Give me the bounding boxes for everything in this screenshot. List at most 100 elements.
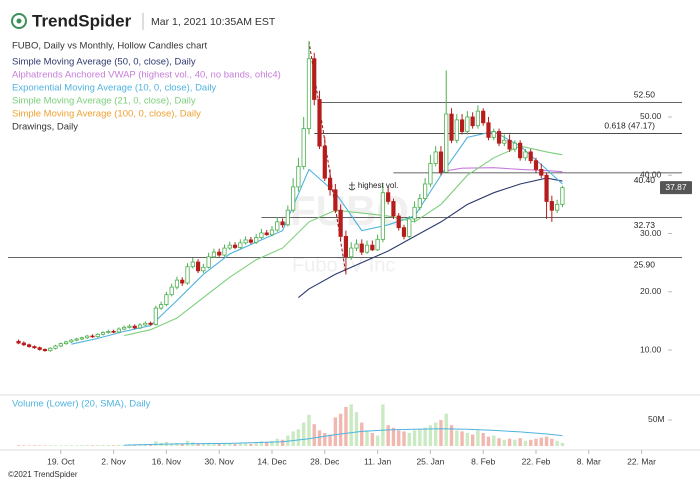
candle-body [454, 119, 459, 141]
candle-body [174, 279, 180, 288]
logo-icon [11, 13, 27, 29]
volume-bar [423, 427, 427, 446]
candle-body [137, 324, 143, 329]
legend-entry: Exponential Moving Average (10, 0, close… [12, 83, 216, 94]
volume-bar [412, 430, 417, 446]
timestamp: Mar 1, 2021 10:35AM EST [151, 16, 276, 28]
volume-bar [143, 444, 147, 446]
x-tick-label: 19. Oct [47, 456, 75, 466]
volume-bar [560, 442, 565, 446]
volume-bar [291, 431, 295, 446]
candle-body [518, 142, 523, 159]
candle-body [16, 340, 21, 344]
volume-bar [391, 427, 396, 446]
price-badge-label: 37.87 [665, 182, 687, 192]
candle-body [560, 187, 565, 205]
volume-bar [180, 443, 184, 446]
volume-bar [418, 429, 422, 446]
volume-bar [439, 419, 443, 446]
volume-bar [349, 404, 353, 446]
volume-bar [138, 444, 142, 446]
volume-bar [518, 438, 522, 446]
volume-bar [122, 445, 126, 446]
volume-bar [80, 445, 84, 446]
candle-body [85, 335, 90, 339]
candle-body [544, 174, 549, 202]
volume-bar [154, 441, 158, 446]
volume-bar [365, 430, 369, 446]
candle-body [190, 261, 195, 268]
candle-body [27, 344, 32, 347]
x-tick-label: 30. Nov [205, 456, 235, 466]
candle-body [486, 122, 491, 138]
candle-body [359, 243, 364, 253]
candle-body [533, 160, 539, 170]
volume-bar [254, 442, 258, 446]
volume-bar [265, 441, 269, 446]
candle-body [48, 347, 53, 352]
volume-bar [370, 432, 375, 446]
y-tick-label: 40.00 [640, 169, 662, 179]
candle-body [386, 192, 391, 202]
legend-entry: Alphatrends Anchored VWAP (highest vol.,… [12, 70, 281, 81]
candle-body [111, 330, 116, 333]
candle-body [412, 206, 417, 220]
anchor-icon [348, 181, 356, 191]
candle-body [243, 239, 248, 244]
level-label: 40.40 [634, 175, 656, 185]
candle-body [153, 307, 158, 325]
candle-body [301, 128, 306, 167]
volume-bar [212, 443, 216, 446]
candle-body [169, 286, 174, 296]
y-tick-label: 10.00 [640, 344, 662, 354]
volume-bar [397, 430, 401, 446]
candle-body [528, 151, 533, 162]
volume-bar [555, 440, 559, 446]
candle-body [122, 326, 127, 330]
candle-body [391, 201, 396, 217]
y-tick-label: 50.00 [640, 111, 662, 121]
logo-dot [16, 18, 22, 24]
volume-bar [465, 432, 470, 446]
volume-bar [328, 434, 332, 446]
volume-bar [259, 441, 264, 446]
volume-bar [492, 435, 496, 446]
candle-body [180, 279, 185, 284]
volume-bar [238, 442, 243, 446]
candle-body [417, 198, 422, 208]
x-tick-label: 2. Nov [101, 456, 126, 466]
volume-bar [381, 404, 385, 446]
volume-bar [433, 422, 438, 446]
volume-bar [407, 432, 411, 446]
candle-body [259, 232, 264, 238]
volume-bar [338, 413, 343, 446]
candle-body [507, 139, 512, 150]
price-badge [660, 181, 692, 195]
volume-bar [106, 445, 111, 446]
volume-bar [53, 445, 58, 446]
candle-body [238, 242, 243, 248]
candle-body [164, 294, 169, 305]
volume-bar [111, 445, 116, 446]
footer: ©2021 TrendSpider [8, 470, 78, 479]
legend-entry: Simple Moving Average (100, 0, close), D… [12, 109, 201, 120]
volume-bar [169, 443, 174, 446]
volume-bar [59, 445, 63, 446]
volume-bar [323, 432, 327, 446]
candle-body [42, 349, 48, 352]
candle-body [264, 232, 269, 236]
candle-body [481, 110, 486, 124]
candle-body [132, 325, 137, 329]
volume-bar [449, 425, 454, 446]
candle-body [491, 131, 496, 138]
volume-bar [307, 414, 311, 446]
volume-bar [74, 445, 79, 446]
volume-bar [96, 445, 100, 446]
candle-body [116, 328, 121, 333]
level-label: 0.618 (47.17) [604, 121, 655, 131]
legend-entry: Simple Moving Average (21, 0, close), Da… [12, 96, 196, 107]
candle-body [217, 251, 222, 256]
candle-body [232, 244, 238, 248]
x-tick-label: 25. Jan [416, 456, 444, 466]
